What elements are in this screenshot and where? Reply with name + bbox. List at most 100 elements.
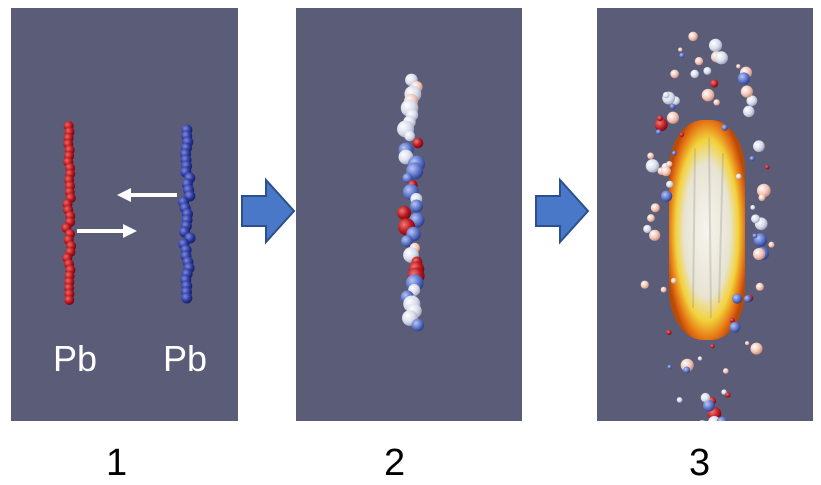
particle	[688, 31, 698, 42]
particle	[768, 241, 775, 248]
particle	[650, 203, 660, 213]
collision-arrow-right-pointing	[77, 224, 137, 238]
particle	[708, 38, 723, 52]
particle	[753, 247, 766, 261]
particle	[743, 295, 752, 303]
nucleon	[404, 130, 416, 142]
nuclei-collision-scene	[397, 73, 426, 332]
right-nucleus-label: Pb	[163, 338, 208, 379]
particle	[670, 277, 677, 284]
right-arrow-icon	[241, 177, 296, 245]
emitted-particles	[640, 31, 775, 421]
particle	[694, 56, 704, 66]
particle	[721, 389, 727, 395]
particle	[721, 124, 728, 131]
step-number-2: 2	[384, 442, 406, 484]
particle	[710, 343, 715, 349]
particle	[732, 293, 743, 304]
step-number-1: 1	[106, 442, 128, 484]
left-pb-nucleus	[61, 121, 77, 305]
particle	[671, 150, 677, 156]
particle	[647, 214, 655, 223]
step-number-3: 3	[689, 442, 711, 484]
particle	[667, 364, 672, 370]
right-arrow-icon	[535, 177, 590, 245]
nucleon	[412, 137, 424, 149]
particle	[736, 173, 742, 179]
particle	[714, 51, 728, 65]
particle	[666, 329, 672, 335]
particle	[699, 420, 706, 421]
particle	[657, 115, 663, 122]
nucleon	[411, 318, 425, 332]
nucleon	[410, 199, 424, 213]
particle	[713, 99, 720, 106]
particle	[755, 282, 764, 291]
particle	[645, 159, 660, 173]
panel-step-1: Pb Pb	[11, 8, 238, 421]
particle	[676, 397, 683, 403]
particle	[750, 342, 763, 355]
overlapping-nuclei-column	[397, 73, 426, 332]
particle	[753, 140, 765, 153]
particle	[666, 111, 680, 124]
particle	[710, 79, 719, 88]
nuclei-approach-scene	[61, 121, 196, 305]
particle	[654, 118, 668, 132]
particle	[725, 392, 731, 398]
particle	[660, 286, 667, 293]
particle	[666, 180, 674, 188]
particle	[640, 280, 649, 289]
particle	[670, 69, 679, 79]
panel-step-3	[597, 8, 813, 421]
particle	[662, 91, 670, 99]
particle	[643, 224, 652, 234]
particle	[701, 88, 715, 102]
particle	[764, 164, 770, 170]
particle	[647, 152, 654, 160]
panel-step-2	[296, 8, 522, 421]
particle	[729, 317, 735, 323]
particle	[745, 341, 750, 346]
nucleon	[402, 172, 413, 184]
particle	[702, 399, 715, 412]
particle	[690, 69, 699, 79]
particle	[757, 183, 771, 198]
nucleon	[397, 206, 411, 220]
right-pb-nucleus	[178, 124, 196, 304]
particle	[750, 205, 756, 210]
particle	[649, 229, 661, 241]
particle	[669, 103, 676, 110]
fireball	[669, 120, 745, 340]
particle	[758, 194, 766, 202]
particle	[679, 52, 685, 58]
particle	[660, 166, 671, 177]
red-nucleon	[64, 295, 75, 305]
particle	[656, 129, 662, 135]
blue-nucleon	[181, 292, 193, 304]
particle	[678, 47, 683, 52]
particle	[740, 85, 753, 98]
particle	[683, 366, 691, 374]
particle	[736, 64, 741, 69]
particle	[660, 190, 673, 202]
particle	[666, 160, 673, 168]
particle	[749, 156, 755, 162]
particle	[737, 72, 750, 85]
particle	[752, 233, 758, 239]
particle	[751, 214, 760, 224]
particle	[729, 321, 741, 333]
particle	[743, 105, 755, 118]
collision-arrow-left-pointing	[117, 188, 177, 202]
particle	[700, 392, 711, 403]
left-nucleus-label: Pb	[53, 338, 98, 379]
particle	[703, 67, 712, 75]
particle	[679, 132, 684, 137]
particle	[716, 416, 728, 421]
fireball-streaks	[692, 137, 724, 319]
particle	[697, 356, 703, 361]
particle	[746, 95, 758, 107]
particle	[722, 368, 729, 374]
nucleon	[401, 235, 413, 247]
fireball-scene	[640, 31, 775, 421]
